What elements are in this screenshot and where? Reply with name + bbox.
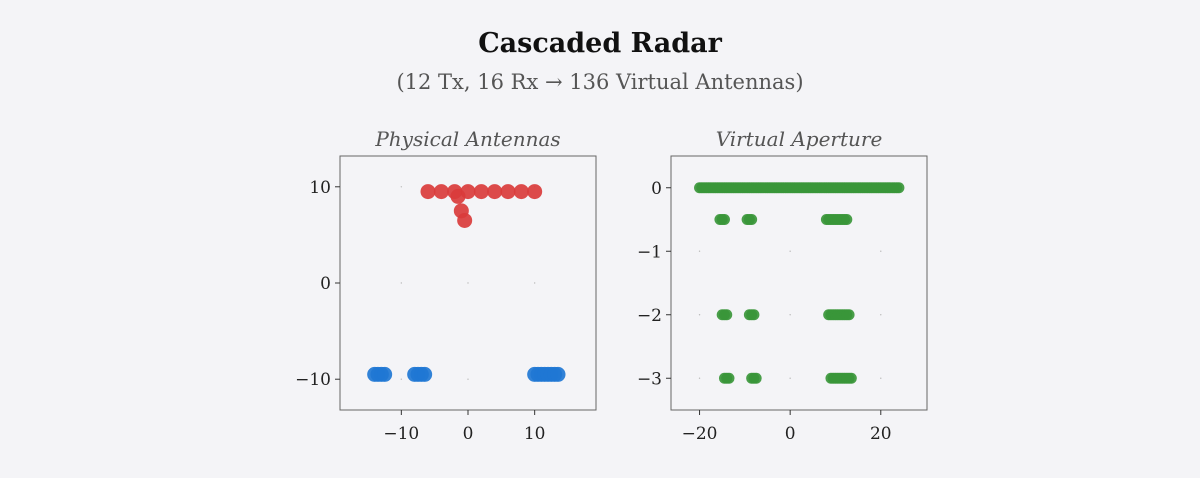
data-point-panel2-series1 — [723, 372, 735, 384]
data-point-panel1-series1 — [433, 184, 449, 200]
data-point-panel2-series1 — [721, 309, 733, 321]
data-point-panel2-series1 — [843, 309, 855, 321]
x-tick-label: 20 — [870, 424, 892, 444]
data-point-panel1-series1 — [450, 188, 466, 204]
data-point-panel1-series2 — [550, 366, 566, 382]
plot-frame-2 — [670, 155, 928, 411]
x-tick-label: 0 — [785, 424, 796, 444]
y-tick-label: −3 — [637, 369, 662, 389]
panel-title-1: Physical Antennas — [374, 127, 560, 151]
chart-title: Cascaded Radar — [478, 28, 722, 59]
grid-dot — [789, 250, 791, 252]
data-point-panel2-series1 — [746, 214, 758, 225]
y-tick-label: −1 — [637, 242, 662, 262]
y-tick-label: 0 — [651, 179, 662, 199]
y-tick-label: 0 — [320, 274, 331, 294]
data-point-panel1-series1 — [487, 184, 503, 200]
grid-dot — [533, 282, 536, 284]
data-point-panel1-series1 — [527, 184, 543, 200]
chart-subtitle: (12 Tx, 16 Rx → 136 Virtual Antennas) — [396, 70, 804, 94]
data-point-panel1-series1 — [500, 184, 516, 200]
grid-dot — [400, 282, 403, 284]
data-point-panel2-series1 — [718, 214, 730, 225]
data-point-panel1-series1 — [457, 212, 473, 228]
grid-dot — [698, 250, 701, 252]
data-point-panel1-series2 — [417, 366, 433, 382]
y-tick-label: 10 — [309, 178, 331, 198]
data-point-panel1-series1 — [513, 184, 529, 200]
x-tick-label: 0 — [463, 424, 474, 444]
y-tick-label: −10 — [295, 370, 331, 390]
grid-dot — [789, 377, 791, 379]
data-point-panel1-series1 — [473, 184, 489, 200]
grid-dot — [467, 282, 469, 284]
grid-dot — [880, 250, 882, 252]
grid-dot — [880, 314, 882, 316]
grid-dot — [698, 314, 701, 316]
data-point-panel2-series1 — [748, 309, 760, 321]
x-tick-label: −20 — [682, 424, 718, 444]
data-point-panel2-series1 — [893, 182, 905, 194]
grid-dot — [400, 378, 403, 380]
grid-dot — [467, 378, 469, 380]
grid-dot — [698, 377, 701, 379]
grid-dot — [880, 377, 882, 379]
data-point-panel1-series2 — [377, 366, 393, 382]
data-point-panel2-series1 — [845, 372, 857, 384]
grid-dot — [789, 314, 791, 316]
grid-dot — [400, 186, 403, 188]
data-point-panel2-series1 — [841, 214, 853, 225]
data-point-panel2-series1 — [750, 372, 762, 384]
y-tick-label: −2 — [637, 306, 662, 326]
x-tick-label: 10 — [524, 424, 546, 444]
x-tick-label: −10 — [383, 424, 419, 444]
data-point-panel1-series1 — [420, 184, 436, 200]
panel-title-2: Virtual Aperture — [716, 127, 883, 151]
